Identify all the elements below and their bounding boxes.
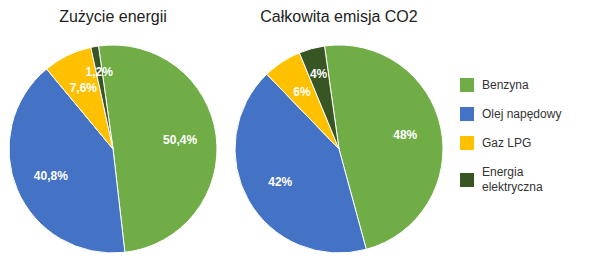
svg-text:48%: 48% [393,128,417,142]
html-text:Zużycie energii: Zużycie energii [59,8,167,25]
svg-text:4%: 4% [310,67,328,81]
svg-text:42%: 42% [268,175,292,189]
html-text:Gaz LPG: Gaz LPG [482,135,532,150]
svg-text:40,8%: 40,8% [34,169,68,183]
svg-text:50,4%: 50,4% [163,133,197,147]
html-text:Całkowita emisja CO2: Całkowita emisja CO2 [260,8,418,25]
html-text:Olej napędowy: Olej napędowy [482,106,562,121]
html-text:Benzyna: Benzyna [482,77,529,92]
svg-text:7,6%: 7,6% [70,81,98,95]
svg-text:6%: 6% [293,85,311,99]
html-text:Energia elektryczna: Energia elektryczna [482,164,543,194]
svg-text:1,2%: 1,2% [86,65,114,79]
